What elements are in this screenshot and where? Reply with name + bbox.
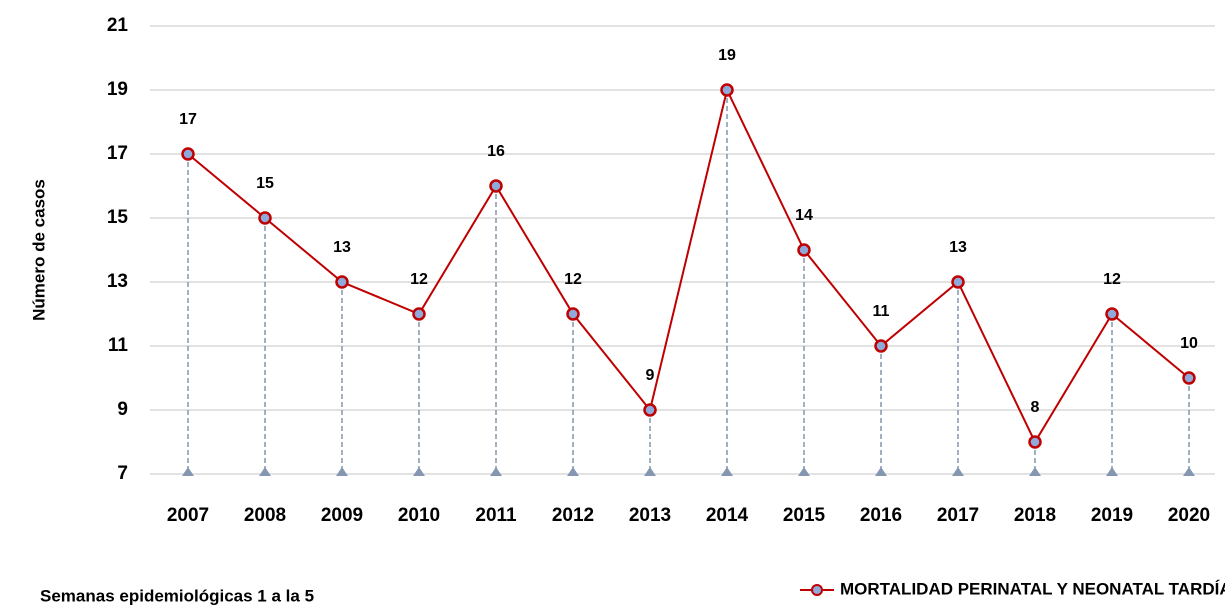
point [643, 403, 657, 417]
x-tick-label: 2016 [860, 505, 902, 526]
x-tick-label: 2015 [783, 505, 826, 526]
drop-base-marker [875, 467, 887, 476]
data-label: 10 [1180, 335, 1198, 352]
point [1028, 435, 1042, 449]
x-tick-label: 2012 [552, 505, 594, 526]
point [489, 179, 503, 193]
x-tick-label: 2017 [937, 505, 979, 526]
point [1182, 371, 1196, 385]
drop-base-marker [490, 467, 502, 476]
data-label: 13 [333, 239, 351, 256]
point [181, 147, 195, 161]
y-tick-label: 9 [117, 399, 128, 420]
data-label: 15 [256, 175, 274, 192]
drop-base-marker [1029, 467, 1041, 476]
y-tick-label: 19 [107, 79, 128, 100]
drop-base-marker [952, 467, 964, 476]
legend-label: MORTALIDAD PERINATAL Y NEONATAL TARDÍA [840, 579, 1225, 598]
y-tick-label: 17 [107, 143, 128, 164]
series-line [187, 87, 1190, 445]
x-tick-label: 2018 [1014, 505, 1056, 526]
legend-marker [811, 584, 823, 596]
data-label: 11 [873, 303, 890, 320]
data-label: 12 [564, 271, 582, 288]
data-label: 17 [179, 111, 197, 128]
point [1105, 307, 1119, 321]
y-tick-label: 21 [107, 15, 129, 36]
drop-base-marker [182, 467, 194, 476]
data-label: 16 [487, 143, 505, 160]
y-tick-label: 13 [107, 271, 128, 292]
data-label: 14 [795, 207, 813, 224]
data-label: 13 [949, 239, 967, 256]
data-label: 12 [1103, 271, 1121, 288]
x-tick-label: 2020 [1168, 505, 1210, 526]
point [566, 307, 580, 321]
drop-base-marker [721, 467, 733, 476]
x-tick-label: 2011 [475, 505, 517, 526]
data-label: 12 [410, 271, 428, 288]
y-axis-label: Número de casos [29, 179, 48, 321]
drop-base-marker [567, 467, 579, 476]
drop-base-marker [336, 467, 348, 476]
x-tick-label: 2009 [321, 505, 363, 526]
drop-base-marker [413, 467, 425, 476]
x-tick-label: 2010 [398, 505, 440, 526]
point [335, 275, 349, 289]
x-tick-label: 2013 [629, 505, 671, 526]
x-tick-label: 2014 [706, 505, 749, 526]
x-tick-label: 2019 [1091, 505, 1133, 526]
data-label: 19 [718, 47, 736, 64]
point [797, 243, 811, 257]
data-label: 9 [646, 367, 655, 384]
point [951, 275, 965, 289]
y-tick-label: 15 [107, 207, 129, 228]
drop-base-marker [798, 467, 810, 476]
drop-base-marker [644, 467, 656, 476]
point [874, 339, 888, 353]
x-tick-label: 2008 [244, 505, 286, 526]
note: Semanas epidemiológicas 1 a la 5 [40, 586, 314, 605]
y-tick-label: 11 [108, 335, 129, 356]
x-tick-label: 2007 [167, 505, 209, 526]
drop-base-marker [259, 467, 271, 476]
y-tick-label: 7 [117, 463, 128, 484]
point [720, 83, 734, 97]
data-label: 8 [1031, 399, 1040, 416]
point [258, 211, 272, 225]
point [412, 307, 426, 321]
drop-base-marker [1106, 467, 1118, 476]
drop-base-marker [1183, 467, 1195, 476]
